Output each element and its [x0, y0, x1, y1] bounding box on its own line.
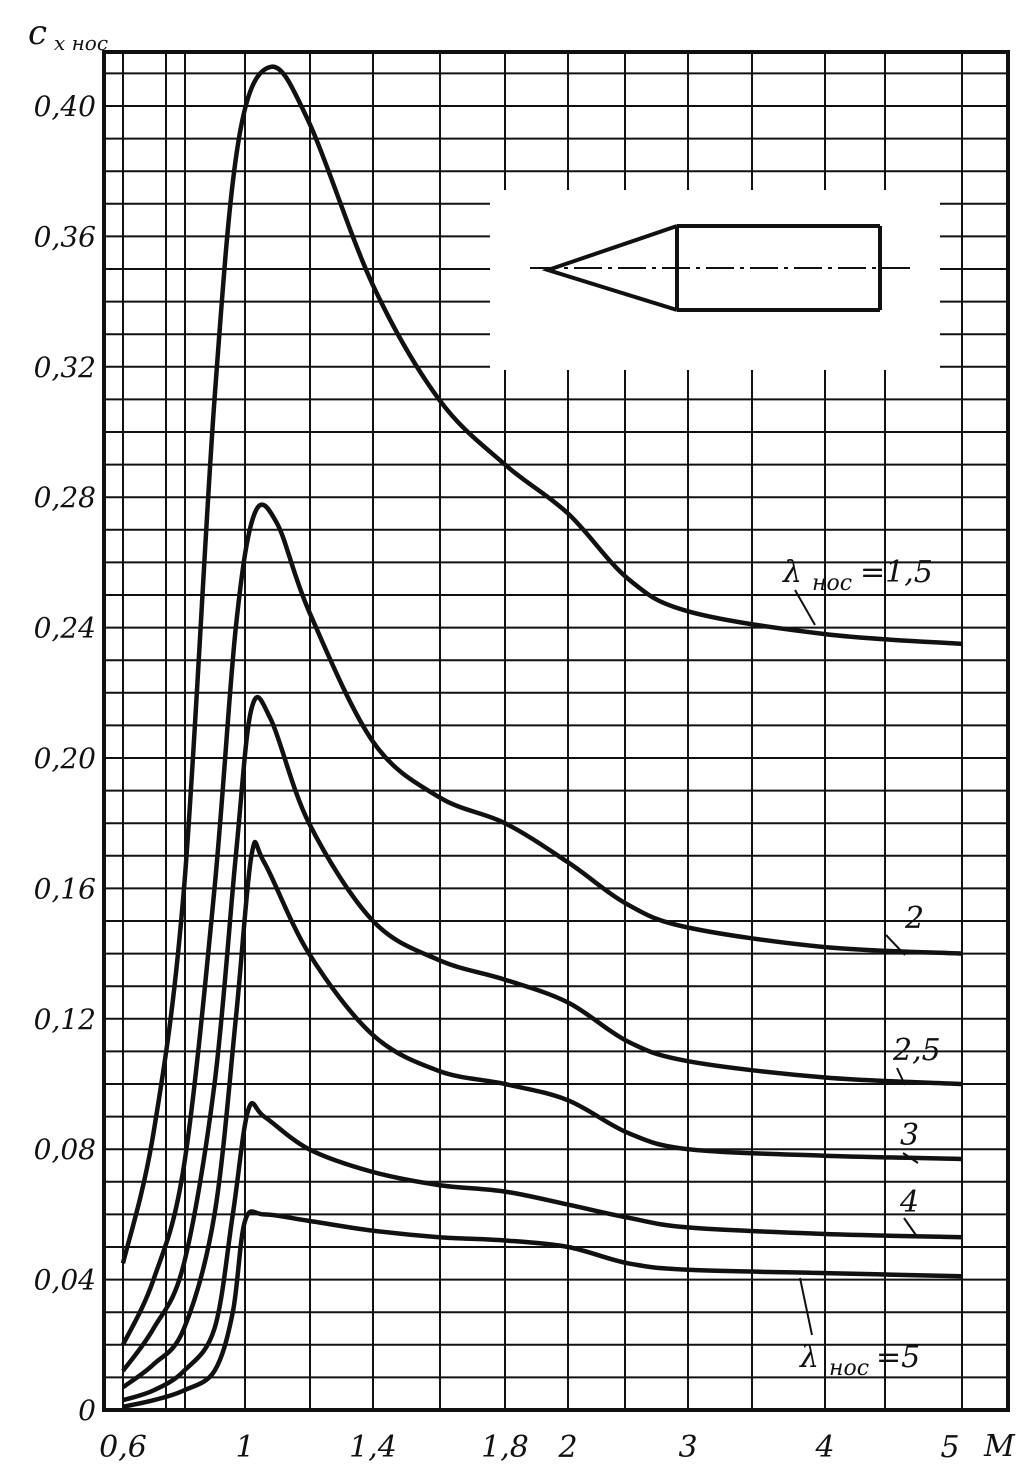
y-tick-label: 0,20	[34, 742, 96, 775]
plot-frame	[102, 50, 1010, 1412]
y-axis-label: c	[28, 13, 47, 53]
plot-border	[102, 50, 1010, 1412]
y-tick-label: 0	[78, 1394, 96, 1427]
nose-cone-sketch	[490, 190, 940, 370]
series-line-5	[122, 1209, 963, 1409]
lambda-value-bottom: =5	[876, 1340, 920, 1375]
y-tick-label: 0,08	[34, 1133, 96, 1166]
curve-label-2-5: 2,5	[892, 1033, 941, 1068]
x-tick-label: 0,6	[99, 1430, 147, 1465]
series-line-4	[122, 1101, 963, 1403]
x-tick-label: 5	[940, 1430, 959, 1465]
curves	[120, 64, 963, 1409]
x-tick-label: 1	[235, 1430, 254, 1465]
x-tick-label: 1,8	[481, 1430, 529, 1465]
y-tick-label: 0,28	[34, 481, 96, 514]
x-tick-label: 3	[678, 1430, 697, 1465]
y-tick-label: 0,12	[34, 1003, 96, 1036]
label-3: 3	[900, 1118, 919, 1164]
y-tick-labels: 0 0,04 0,08 0,12 0,16 0,20 0,24 0,28 0,32 0,36 0,4…	[34, 90, 96, 1427]
series-line-1-5	[120, 64, 963, 1264]
y-axis-label-subscript: x нос	[54, 31, 108, 55]
y-tick-label: 0,24	[34, 612, 96, 645]
x-tick-label: 1,4	[349, 1430, 397, 1465]
y-tick-label: 0,04	[34, 1264, 96, 1297]
lambda-value-top: =1,5	[860, 555, 933, 590]
curve-label-3: 3	[900, 1118, 919, 1153]
label-2-5: 2,5	[892, 1033, 941, 1086]
y-tick-label: 0,40	[34, 90, 96, 123]
curve-label-2: 2	[904, 901, 924, 936]
series-line-3	[121, 839, 963, 1390]
label-4: 4	[899, 1185, 919, 1239]
label-lambda-5: λ нос =5	[799, 1277, 920, 1381]
x-tick-label: 4	[814, 1430, 834, 1465]
lambda-subscript-top: нос	[812, 571, 852, 596]
label-lambda-1-5: λ нос =1,5	[782, 555, 933, 626]
x-tick-labels: 0,6 1 1,4 1,8 2 3 4 5	[99, 1430, 959, 1465]
lambda-symbol-bottom: λ	[799, 1340, 819, 1375]
label-2: 2	[885, 901, 924, 956]
lambda-subscript-bottom: нос	[829, 1356, 869, 1381]
series-line-2-5	[121, 694, 963, 1373]
y-tick-label: 0,16	[34, 872, 96, 905]
lambda-symbol-top: λ	[782, 555, 802, 590]
x-axis-label: M	[983, 1429, 1016, 1464]
series-line-2	[120, 502, 963, 1346]
y-tick-label: 0,36	[34, 220, 96, 253]
curve-label-4: 4	[899, 1185, 919, 1220]
y-tick-label: 0,32	[34, 351, 96, 384]
x-tick-label: 2	[557, 1430, 577, 1465]
